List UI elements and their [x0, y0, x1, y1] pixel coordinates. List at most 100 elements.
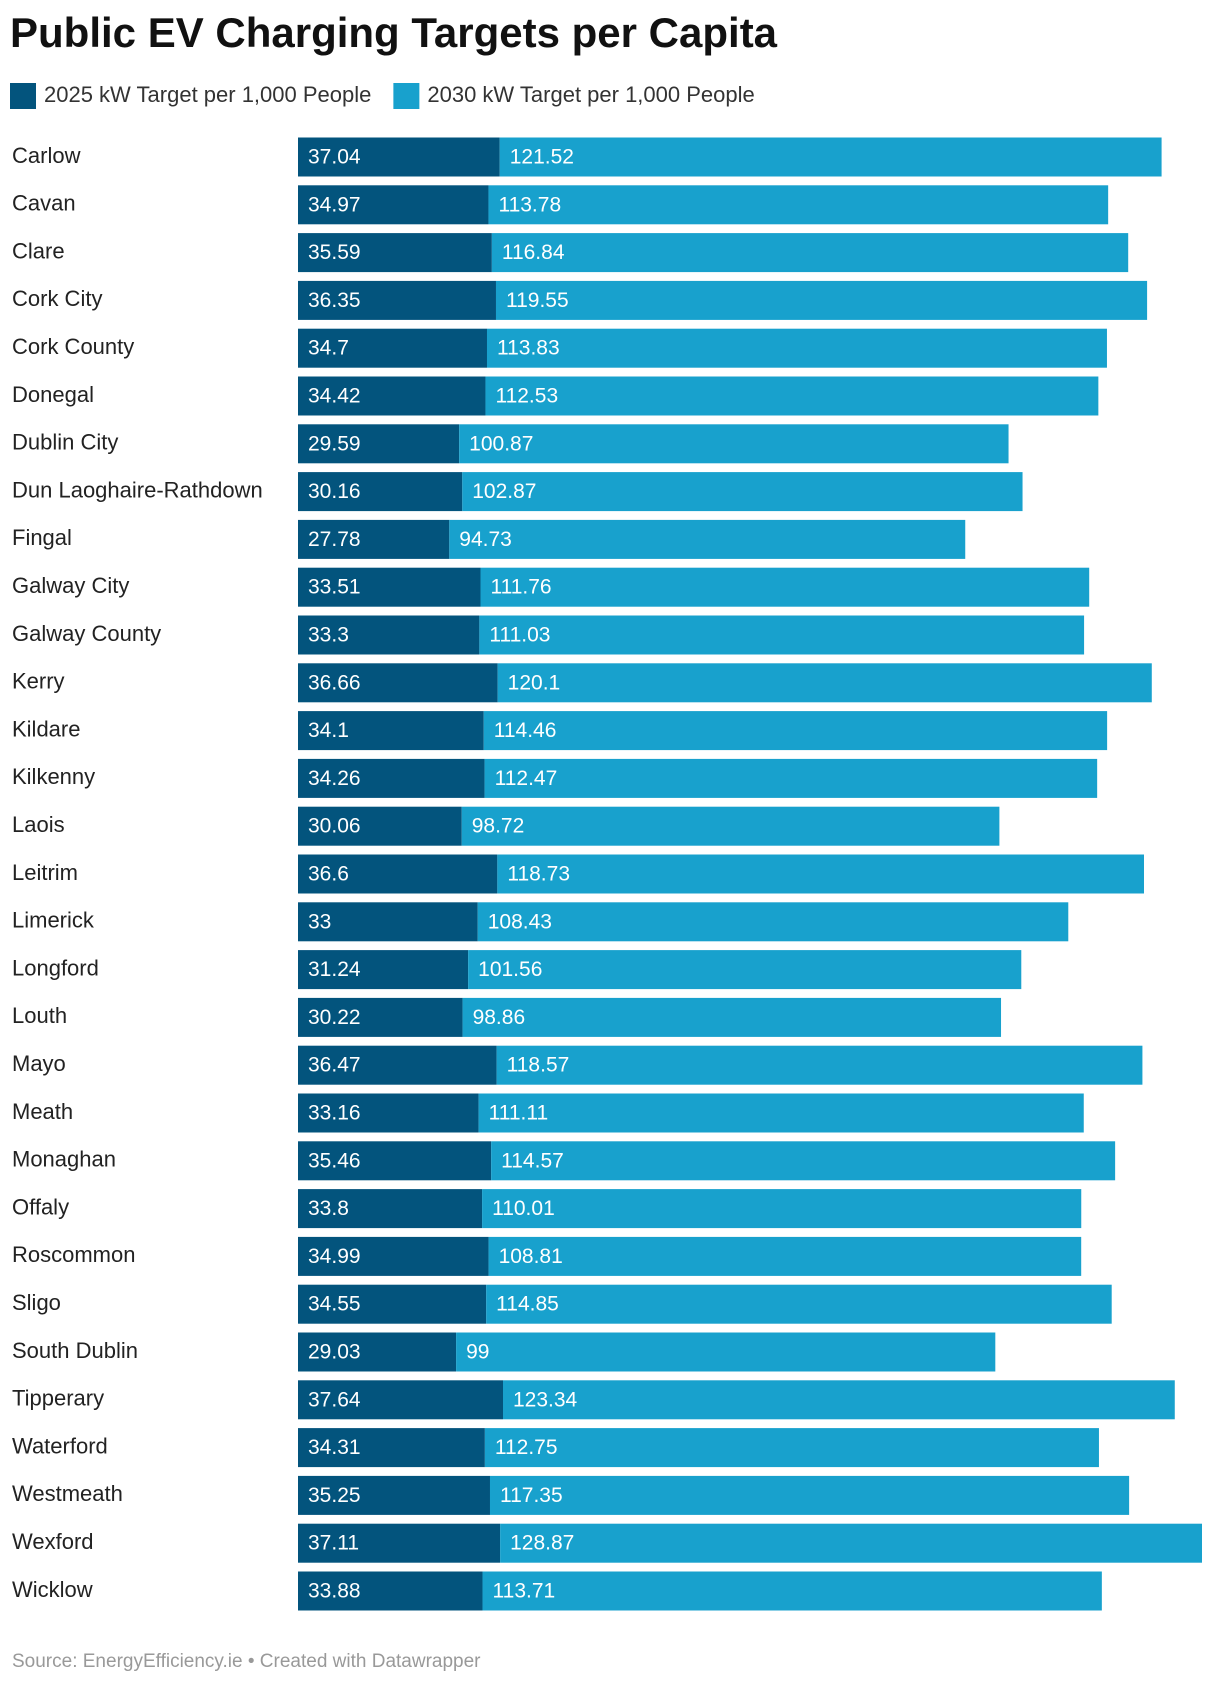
category-label: Meath	[12, 1099, 73, 1124]
bar-segment	[298, 1428, 485, 1468]
category-label: Galway City	[12, 573, 129, 598]
category-label: Waterford	[12, 1433, 108, 1458]
value-label: 98.86	[473, 1006, 526, 1029]
value-label: 36.35	[308, 289, 361, 312]
bar-segment	[479, 615, 1085, 655]
bar-segment	[298, 376, 486, 416]
value-label: 113.71	[493, 1580, 556, 1603]
value-label: 94.73	[459, 528, 512, 551]
bar-segment	[298, 758, 485, 798]
value-label: 37.64	[308, 1388, 361, 1411]
value-label: 35.46	[308, 1149, 361, 1172]
value-label: 108.43	[488, 910, 552, 933]
bar-segment	[298, 1093, 479, 1133]
bar-segment	[477, 902, 1069, 942]
category-label: Offaly	[12, 1194, 69, 1219]
bar-segment	[298, 1571, 483, 1611]
bar-segment	[298, 519, 450, 559]
value-label: 121.52	[510, 146, 574, 169]
bar-segment	[298, 950, 469, 990]
value-label: 34.31	[308, 1436, 361, 1459]
category-label: Roscommon	[12, 1242, 135, 1267]
bar-segment	[486, 1284, 1112, 1324]
category-label: Wexford	[12, 1529, 94, 1554]
value-label: 34.42	[308, 385, 361, 408]
bar-segment	[298, 997, 463, 1037]
value-label: 33.3	[308, 624, 349, 647]
bar-segment	[491, 233, 1129, 273]
value-label: 33.8	[308, 1197, 349, 1220]
source-note: Source: EnergyEfficiency.ie • Created wi…	[12, 1651, 481, 1672]
bar-segment	[298, 663, 498, 703]
value-label: 35.25	[308, 1484, 361, 1507]
category-label: Longford	[12, 955, 99, 980]
bar-segment	[496, 1045, 1143, 1085]
legend-label: 2025 kW Target per 1,000 People	[44, 82, 371, 107]
value-label: 34.55	[308, 1293, 361, 1316]
value-label: 118.57	[507, 1054, 570, 1077]
bar-segment	[461, 806, 1000, 846]
bar-segment	[456, 1332, 996, 1372]
category-label: Cavan	[12, 191, 76, 216]
bar-segment	[449, 519, 966, 559]
bar-segment	[478, 1093, 1084, 1133]
value-label: 30.16	[308, 480, 361, 503]
category-label: Monaghan	[12, 1147, 116, 1172]
bar-segment	[486, 328, 1107, 368]
value-label: 100.87	[469, 432, 533, 455]
category-label: Donegal	[12, 382, 94, 407]
category-label: Louth	[12, 1003, 67, 1028]
value-label: 36.66	[308, 671, 361, 694]
bar-segment	[298, 1475, 490, 1515]
value-label: 33.51	[308, 576, 361, 599]
category-label: Carlow	[12, 143, 81, 168]
bar-segment	[298, 615, 480, 655]
value-label: 118.73	[507, 863, 570, 886]
value-label: 29.03	[308, 1341, 361, 1364]
category-label: Laois	[12, 812, 65, 837]
bar-segment	[480, 567, 1090, 607]
bar-segment	[298, 567, 481, 607]
value-label: 119.55	[506, 289, 569, 312]
value-label: 111.76	[491, 576, 552, 599]
value-label: 27.78	[308, 528, 361, 551]
bar-segment	[298, 137, 500, 177]
value-label: 35.59	[308, 241, 361, 264]
bar-segment	[503, 1380, 1175, 1420]
value-label: 112.53	[495, 385, 558, 408]
bar-segment	[483, 711, 1108, 751]
value-label: 117.35	[500, 1484, 563, 1507]
category-label: Kilkenny	[12, 764, 95, 789]
bar-segment	[484, 1428, 1099, 1468]
value-label: 112.75	[495, 1436, 558, 1459]
value-label: 110.01	[492, 1197, 555, 1220]
bar-segment	[488, 185, 1109, 225]
bar-segment	[298, 185, 489, 225]
category-label: Fingal	[12, 525, 72, 550]
bar-segment	[462, 997, 1002, 1037]
legend-swatch	[10, 83, 36, 109]
value-label: 101.56	[478, 958, 542, 981]
value-label: 111.03	[489, 624, 550, 647]
bar-segment	[298, 424, 460, 464]
category-label: Wicklow	[12, 1577, 93, 1602]
value-label: 30.22	[308, 1006, 361, 1029]
bar-segment	[298, 1045, 497, 1085]
value-label: 36.47	[308, 1054, 361, 1077]
category-label: Mayo	[12, 1051, 66, 1076]
category-label: Dublin City	[12, 430, 118, 455]
bar-segment	[500, 1523, 1202, 1563]
bar-segment	[298, 1236, 489, 1276]
bar-segment	[298, 1284, 487, 1324]
value-label: 37.04	[308, 146, 361, 169]
value-label: 116.84	[502, 241, 565, 264]
bar-segment	[497, 854, 1144, 894]
category-label: Westmeath	[12, 1481, 123, 1506]
bar-segment	[495, 280, 1148, 320]
bar-segment	[468, 950, 1022, 990]
category-label: Galway County	[12, 621, 161, 646]
value-label: 31.24	[308, 958, 361, 981]
value-label: 114.46	[494, 719, 557, 742]
chart-title: Public EV Charging Targets per Capita	[10, 9, 778, 56]
